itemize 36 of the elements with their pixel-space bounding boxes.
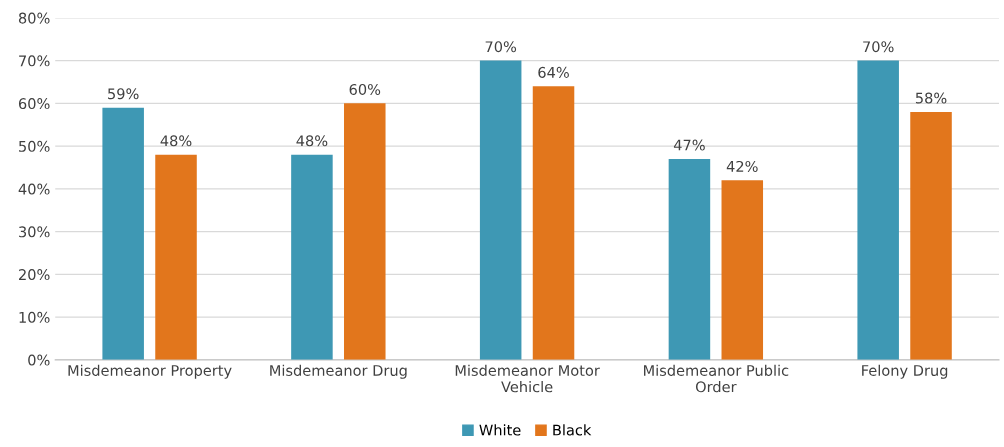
- y-tick-label: 30%: [19, 226, 50, 238]
- y-tick-label: 20%: [19, 269, 50, 281]
- data-label: 64%: [538, 66, 569, 78]
- bar: [155, 154, 197, 360]
- y-tick-label: 10%: [19, 311, 50, 323]
- bar: [344, 103, 386, 360]
- y-tick-label: 80%: [18, 12, 50, 24]
- bar: [291, 154, 333, 360]
- bar: [910, 111, 952, 360]
- x-tick-label: Misdemeanor Public Order: [644, 364, 789, 393]
- data-label: 47%: [673, 139, 705, 151]
- y-tick-label: 40%: [18, 183, 50, 195]
- data-label: 42%: [726, 160, 758, 172]
- bar: [668, 158, 711, 360]
- legend-label: White: [479, 424, 521, 436]
- data-label: 48%: [296, 135, 328, 147]
- data-label: 59%: [108, 88, 139, 100]
- bar: [532, 86, 575, 360]
- data-label: 60%: [349, 83, 381, 95]
- bar: [721, 180, 764, 360]
- bar: [479, 60, 522, 360]
- data-label: 70%: [485, 41, 517, 53]
- bar: [102, 107, 144, 360]
- y-tick-label: 60%: [18, 98, 50, 110]
- data-label: 70%: [863, 41, 894, 53]
- y-tick-label: 70%: [19, 55, 50, 67]
- x-tick-label: Felony Drug: [862, 364, 948, 379]
- data-label: 48%: [160, 135, 192, 147]
- data-label: 58%: [915, 92, 947, 104]
- x-tick-label: Misdemeanor Motor Vehicle: [455, 364, 600, 393]
- y-tick-label: 0%: [28, 354, 50, 366]
- y-tick-label: 50%: [19, 140, 50, 152]
- x-tick-label: Misdemeanor Drug: [270, 364, 407, 379]
- legend-label: Black: [553, 424, 592, 436]
- bar: [857, 60, 899, 360]
- x-tick-label: Misdemeanor Property: [68, 364, 232, 379]
